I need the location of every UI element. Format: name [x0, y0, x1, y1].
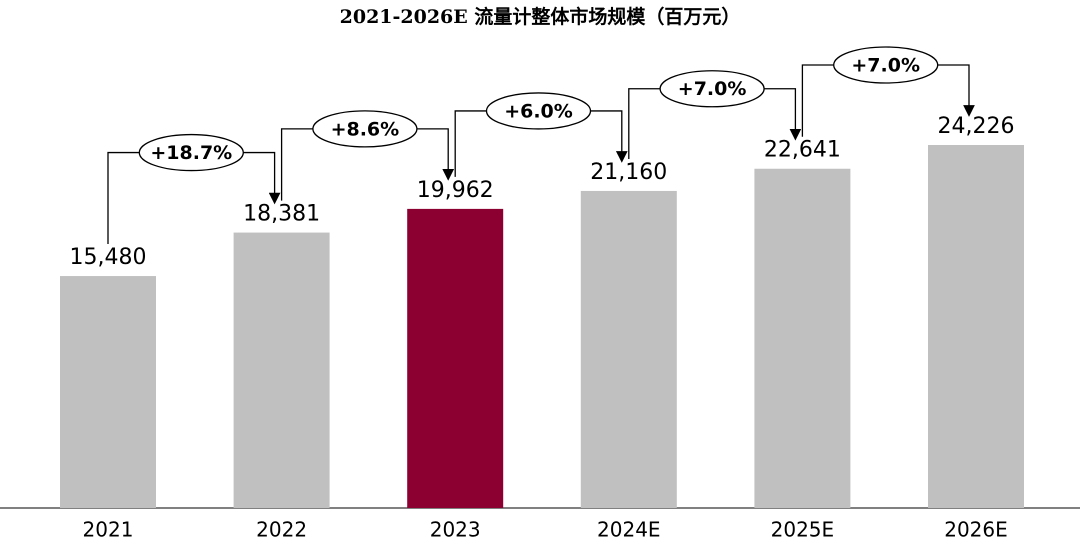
value-label: 22,641 [764, 138, 841, 163]
growth-label: +8.6% [331, 118, 400, 140]
bar [233, 232, 330, 508]
growth-label: +18.7% [150, 142, 232, 164]
value-label: 18,381 [243, 202, 320, 227]
value-label: 19,962 [417, 178, 494, 203]
growth-bubble [659, 70, 765, 108]
x-tick-label: 2026E [944, 518, 1008, 542]
bar [754, 168, 851, 508]
growth-bubble [312, 110, 418, 148]
bar [580, 190, 677, 508]
growth-label: +7.0% [678, 78, 747, 100]
chart-title: 2021-2026E 流量计整体市场规模（百万元） [340, 5, 741, 28]
x-tick-label: 2025E [771, 518, 835, 542]
x-tick-label: 2021 [83, 518, 134, 542]
x-tick-label: 2024E [597, 518, 661, 542]
x-tick-label: 2022 [256, 518, 307, 542]
value-label: 24,226 [938, 114, 1015, 139]
value-label: 21,160 [590, 160, 667, 185]
bar [928, 145, 1024, 508]
growth-label: +6.0% [504, 100, 573, 122]
value-label: 15,480 [70, 245, 147, 270]
x-tick-label: 2023 [430, 518, 481, 542]
bar [60, 276, 156, 508]
growth-bubble [485, 92, 592, 130]
growth-label: +7.0% [851, 55, 920, 77]
bar [407, 208, 504, 508]
growth-bubble [833, 46, 939, 84]
growth-bubble [138, 133, 244, 172]
